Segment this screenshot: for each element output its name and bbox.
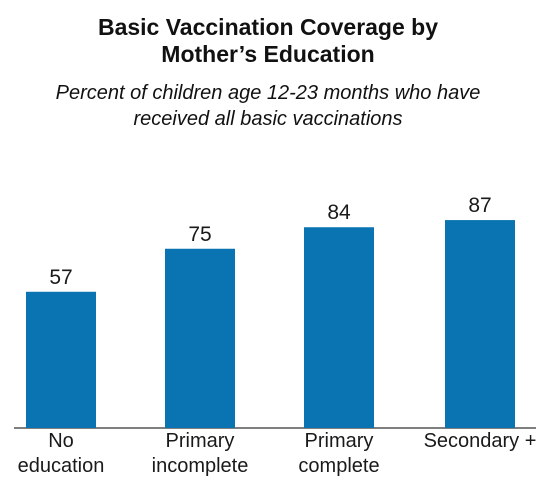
x-tick-label-secondary-plus: Secondary +: [423, 430, 537, 452]
value-label-no-education: 57: [49, 266, 72, 289]
chart-subtitle: Percent of children age 12-23 months who…: [0, 80, 536, 132]
bar-secondary-plus: [445, 220, 515, 428]
chart-title-line-1: Basic Vaccination Coverage by: [97, 14, 439, 40]
chart-title-line-2: Mother’s Education: [161, 41, 375, 67]
chart-title: Basic Vaccination Coverage by Mother’s E…: [0, 14, 536, 68]
chart-subtitle-line-1: Percent of children age 12-23 months who…: [55, 82, 481, 104]
bar-primary-incomplete: [165, 248, 235, 428]
value-label-primary-incomplete: 75: [188, 223, 211, 246]
value-label-secondary-plus: 87: [468, 194, 491, 217]
chart-subtitle-line-2: received all basic vaccinations: [133, 108, 403, 130]
x-tick-label-no-education: No education: [17, 430, 105, 477]
x-tick-label-primary-incomplete: Primary incomplete: [151, 430, 249, 477]
bar-no-education: [26, 291, 96, 428]
value-label-primary-complete: 84: [327, 201, 351, 224]
x-tick-label-primary-complete: Primary complete: [298, 430, 380, 477]
bar-primary-complete: [304, 227, 374, 428]
